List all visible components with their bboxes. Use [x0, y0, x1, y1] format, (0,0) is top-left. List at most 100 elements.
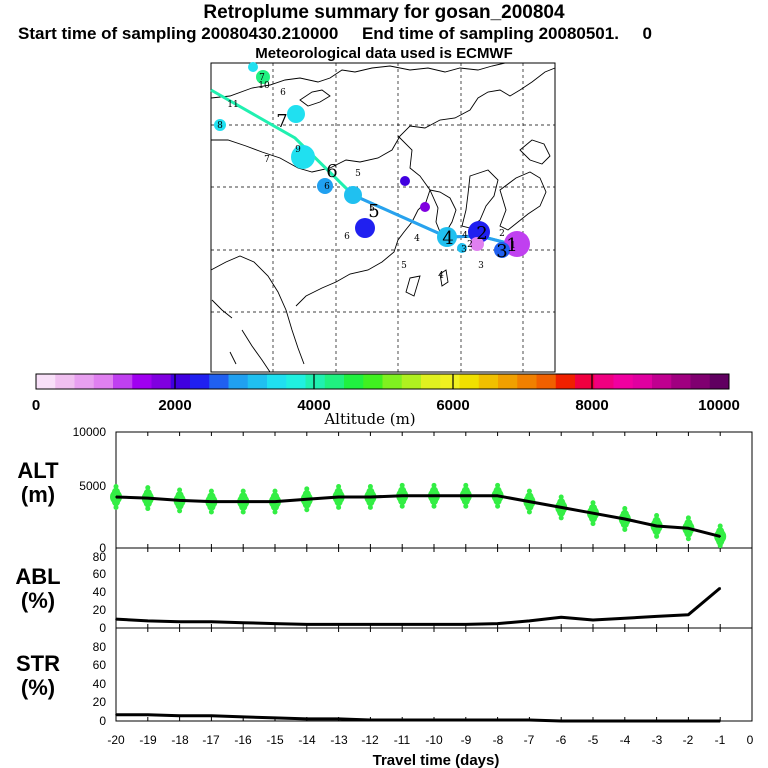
colorbar-swatch [613, 374, 634, 389]
point-label: 4 [414, 234, 420, 244]
alt-data-point [560, 506, 562, 509]
plume-marker [494, 242, 510, 258]
abl-ytick: 20 [93, 603, 107, 617]
point-label: 3 [478, 261, 484, 271]
alt-ensemble-point [461, 486, 470, 495]
alt-ensemble-point [431, 503, 437, 509]
alt-ensemble-point [334, 487, 343, 496]
abl-ytick: 40 [93, 585, 107, 599]
plume-marker [470, 237, 484, 251]
colorbar-swatch [459, 374, 480, 389]
abl-data-point [274, 622, 276, 625]
point-label: 6 [344, 232, 350, 242]
alt-ytick: 5000 [79, 479, 106, 493]
alt-ytick: 0 [99, 541, 106, 555]
alt-ensemble-point [620, 509, 629, 518]
plume-point-labels: 1 2 3 4 5 6 7 8 9 10 11 2 3 4 5 6 7 4 5 … [217, 73, 516, 281]
alt-data-point [719, 535, 721, 538]
colorbar-swatch [247, 374, 268, 389]
str-ytick: 20 [93, 695, 107, 709]
str-data-point [178, 715, 181, 717]
alt-ensemble-point [302, 490, 311, 499]
alt-ensemble-point [207, 492, 216, 501]
trajectory-path-lower [352, 193, 508, 245]
x-tick: -17 [202, 733, 220, 747]
x-axis-title: Travel time (days) [373, 752, 500, 768]
alt-series-line [115, 494, 721, 538]
map-frame [210, 62, 556, 373]
point-label: 6 [324, 182, 330, 192]
colorbar-swatch [690, 374, 711, 389]
alt-data-point [433, 495, 435, 497]
sampling-times: Start time of sampling 20080430.210000 E… [18, 24, 653, 43]
plume-marker [355, 218, 375, 238]
str-ytick: 40 [93, 677, 107, 691]
x-tick: -13 [330, 733, 348, 747]
abl-panel-label: ABL [15, 564, 60, 589]
abl-data-point [687, 613, 690, 616]
abl-data-point [147, 620, 149, 622]
colorbar-tick: 2000 [158, 397, 191, 414]
point-label: 3 [461, 245, 467, 255]
abl-data-point [496, 622, 499, 625]
abl-ytick: 80 [93, 550, 107, 564]
colorbar-frame [35, 373, 730, 390]
abl-data-point [210, 620, 213, 623]
alt-ensemble-point [208, 488, 214, 494]
str-data-point [719, 720, 721, 722]
str-data-point [306, 718, 308, 720]
time-series-panels: ALT (m) ABL (%) STR (%) 10000 5000 0 80 … [15, 425, 753, 768]
altitude-ensemble-points [110, 482, 727, 549]
alt-ensemble-point [716, 527, 725, 536]
alt-ensemble-point [398, 486, 407, 495]
alt-ensemble-point [272, 488, 278, 494]
str-series-line [116, 713, 721, 723]
colorbar-swatch [709, 374, 730, 389]
colorbar-swatch [36, 374, 56, 389]
trajectory-label: 2 [476, 223, 487, 244]
colorbar-axis-label: Altitude (m) [323, 410, 415, 428]
point-label: 4 [438, 271, 444, 281]
alt-ensemble-point [367, 504, 373, 510]
alt-ensemble-point [366, 487, 375, 496]
alt-data-point [242, 500, 244, 503]
x-tick: -3 [652, 733, 663, 747]
abl-data-point [178, 620, 181, 623]
alt-data-point [274, 500, 276, 503]
x-tick: -20 [107, 733, 125, 747]
alt-ensemble-point [654, 513, 660, 519]
alt-data-point [178, 499, 181, 502]
alt-data-point [369, 496, 372, 498]
trajectory-map: 1 2 3 4 5 6 7 1 2 3 4 5 6 7 8 9 10 11 2 … [210, 62, 556, 373]
x-tick: -14 [298, 733, 316, 747]
alt-data-point [465, 495, 467, 497]
alt-data-point [528, 500, 531, 503]
alt-panel-unit: (m) [21, 482, 55, 507]
axis-tick-marks [115, 432, 753, 721]
point-label: 5 [401, 261, 407, 271]
altitude-colorbar [35, 373, 730, 390]
trajectory-label: 6 [326, 161, 337, 182]
coastlines [210, 62, 556, 373]
alt-ensemble-point [590, 500, 596, 506]
alt-ensemble-point [399, 503, 405, 509]
alt-ensemble-point [336, 484, 342, 490]
abl-data-point [592, 619, 594, 621]
x-tick: -1 [715, 733, 726, 747]
str-ytick: 0 [99, 714, 106, 728]
alt-ensemble-point [399, 482, 405, 488]
plume-marker [248, 62, 258, 72]
str-data-point [242, 716, 244, 718]
colorbar-swatch [209, 374, 229, 389]
alt-ensemble-point [652, 516, 661, 525]
colorbar-swatch [671, 374, 691, 389]
str-ytick: 60 [93, 658, 107, 672]
x-tick: 0 [747, 733, 754, 747]
alt-ensemble-point [431, 482, 437, 488]
point-label: 9 [295, 145, 301, 155]
abl-panel-unit: (%) [21, 588, 55, 613]
point-label: 1 [510, 241, 516, 251]
x-tick: -16 [234, 733, 252, 747]
abl-data-point [433, 623, 435, 626]
